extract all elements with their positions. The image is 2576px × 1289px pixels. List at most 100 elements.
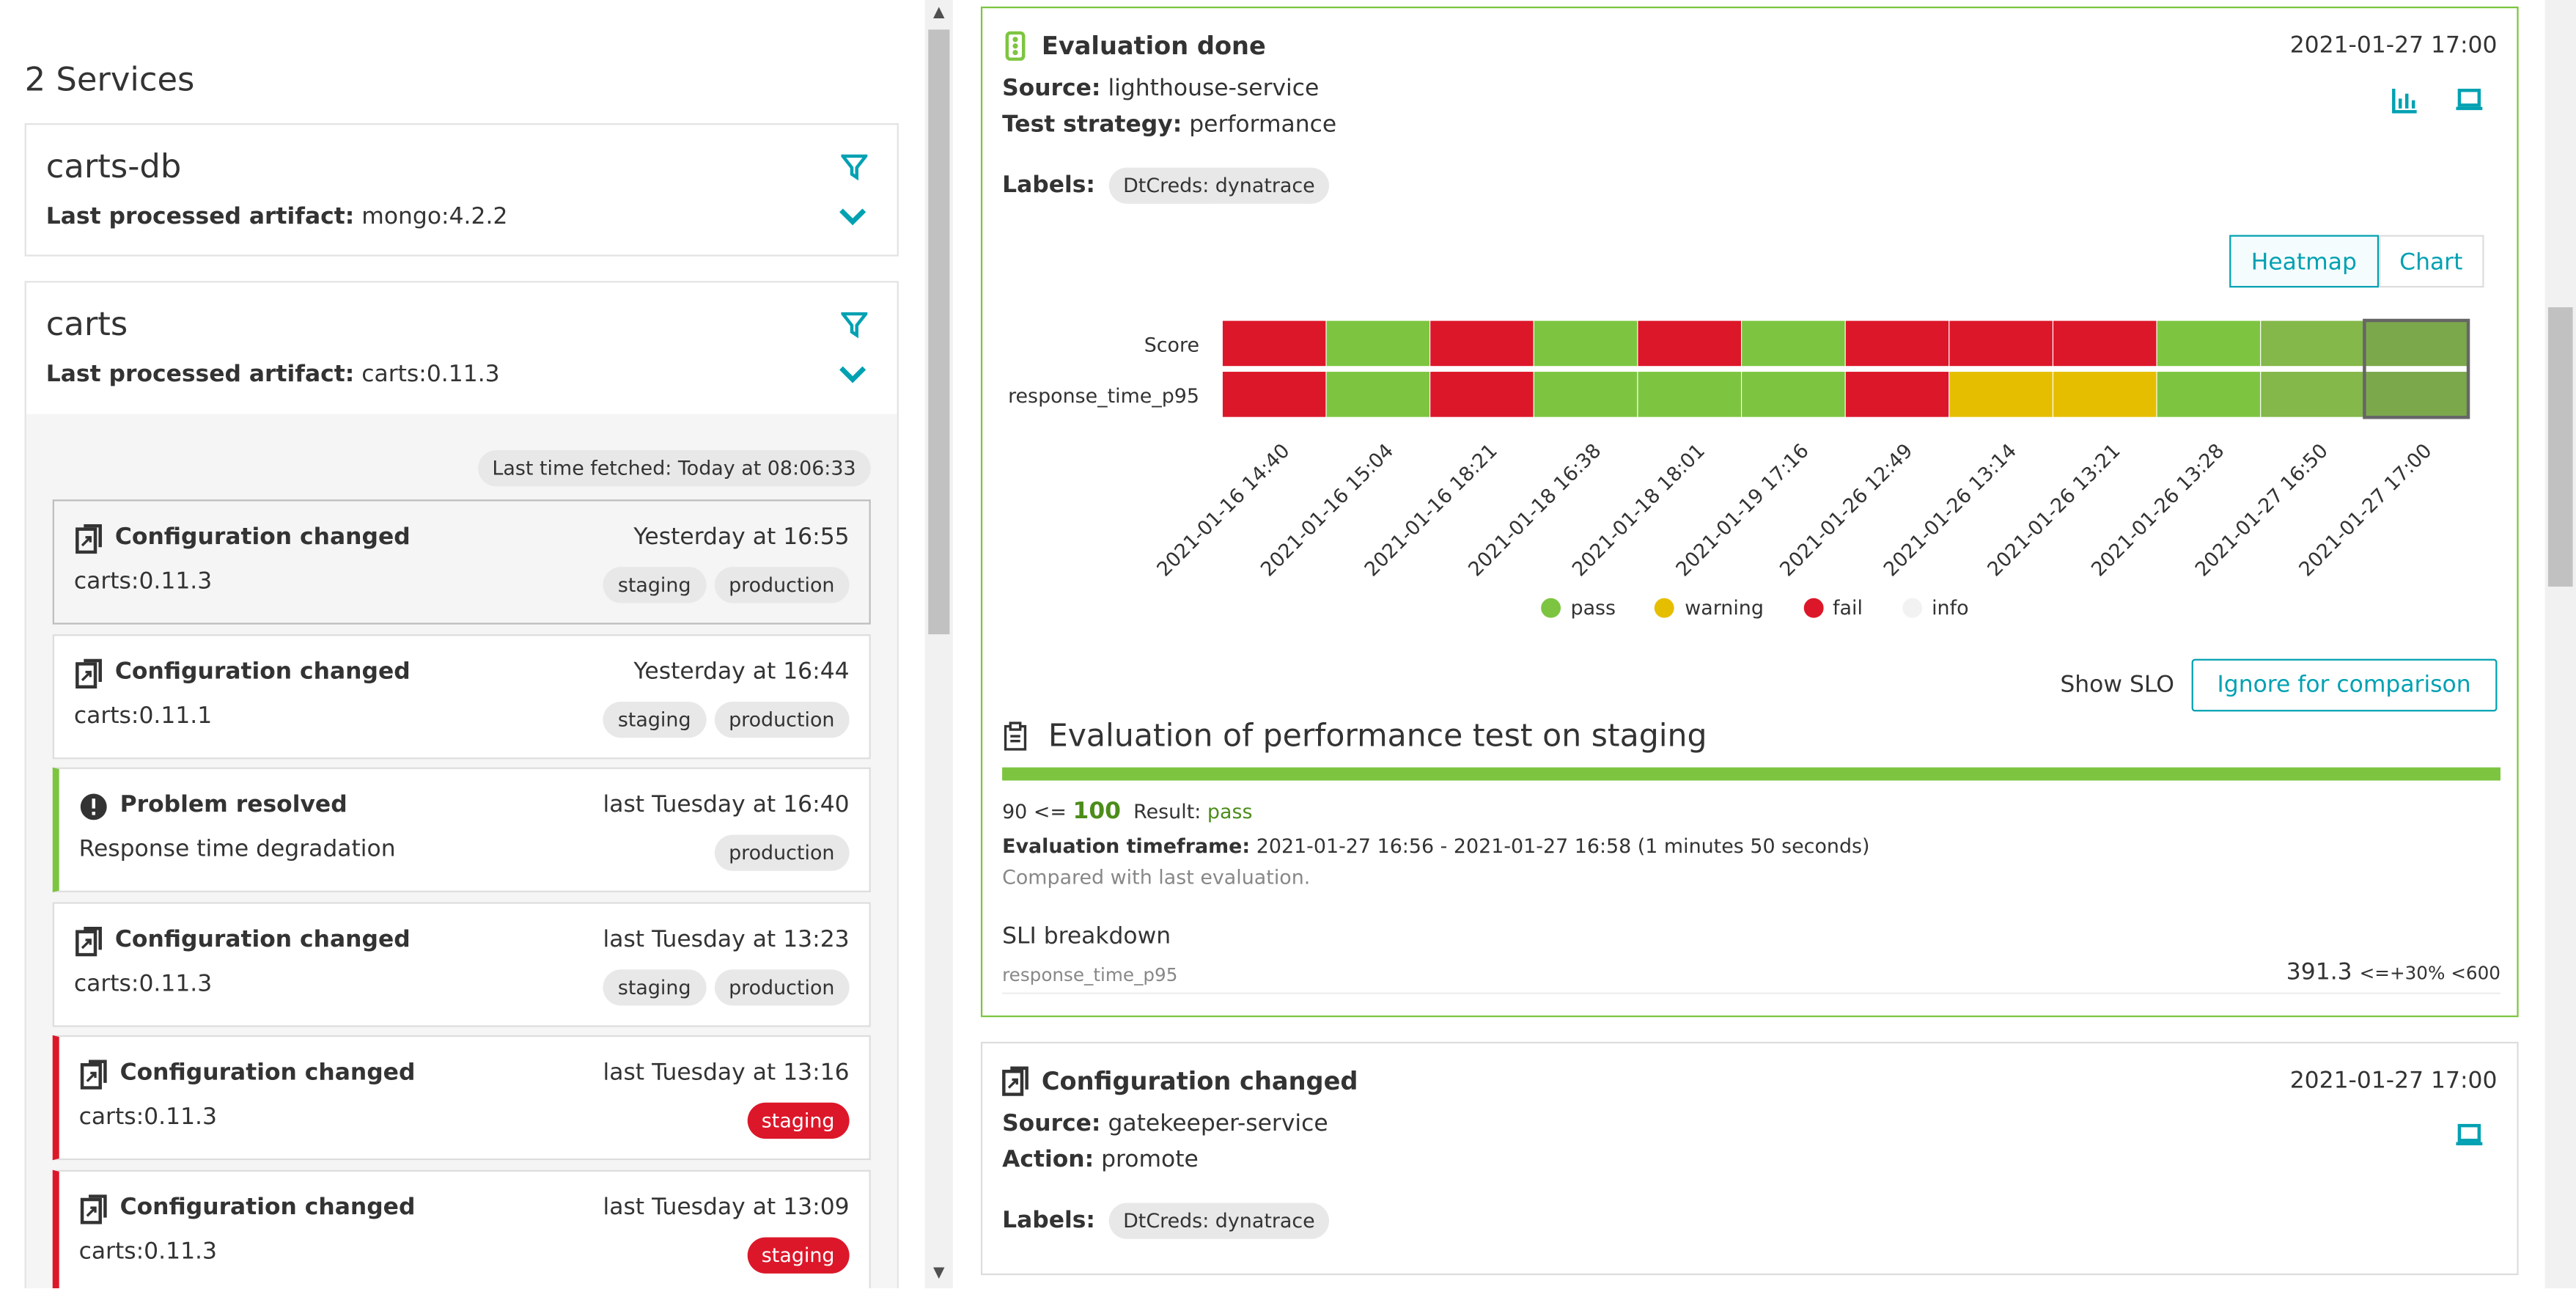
left-scrollbar[interactable]: ▲ ▼ bbox=[924, 0, 953, 1289]
heatmap-cell[interactable] bbox=[1637, 320, 1743, 367]
heatmap-cell[interactable] bbox=[2156, 320, 2262, 367]
right-scrollbar[interactable] bbox=[2544, 0, 2576, 1289]
heatmap-legend: pass warning fail info bbox=[1541, 597, 1969, 620]
scroll-thumb[interactable] bbox=[2547, 307, 2573, 587]
heatmap-cell[interactable] bbox=[1948, 370, 2054, 418]
laptop-icon[interactable] bbox=[2454, 1123, 2484, 1149]
heatmap-cell[interactable] bbox=[1844, 370, 1950, 418]
event-time: last Tuesday at 13:16 bbox=[603, 1060, 850, 1087]
filter-icon[interactable] bbox=[841, 312, 868, 339]
heatmap-cell[interactable] bbox=[1533, 370, 1638, 418]
legend-dot bbox=[1902, 598, 1922, 618]
heatmap-toggle-button[interactable]: Heatmap bbox=[2229, 235, 2379, 288]
heatmap-cell[interactable] bbox=[1221, 320, 1327, 367]
stage-tag[interactable]: production bbox=[713, 567, 850, 603]
event-subtitle: carts:0.11.3 bbox=[78, 1104, 217, 1131]
laptop-icon[interactable] bbox=[2454, 87, 2484, 114]
card-title: Evaluation done bbox=[1041, 31, 1266, 61]
heatmap-cell[interactable] bbox=[2260, 370, 2365, 418]
heatmap-cell[interactable] bbox=[1429, 370, 1534, 418]
alert-icon bbox=[80, 793, 107, 820]
card-header: Configuration changed bbox=[1002, 1066, 1358, 1096]
stage-tag[interactable]: staging bbox=[603, 567, 706, 603]
heatmap-cell[interactable] bbox=[1533, 320, 1638, 367]
event-time: Yesterday at 16:44 bbox=[633, 658, 850, 686]
show-slo-link[interactable]: Show SLO bbox=[2060, 672, 2174, 699]
bar-chart-icon[interactable] bbox=[2392, 87, 2418, 114]
event-item[interactable]: Configuration changed Yesterday at 16:44 c… bbox=[52, 634, 871, 760]
source-row: Source: lighthouse-service bbox=[1002, 76, 1320, 102]
heatmap-cell[interactable] bbox=[1637, 370, 1743, 418]
chart-toggle-button[interactable]: Chart bbox=[2378, 235, 2484, 288]
label-pill: DtCreds: dynatrace bbox=[1108, 1202, 1330, 1239]
heatmap-cell[interactable] bbox=[2363, 320, 2469, 367]
card-header: Evaluation done bbox=[1002, 32, 1266, 61]
event-item[interactable]: Configuration changed last Tuesday at 13:… bbox=[52, 1169, 871, 1289]
event-item[interactable]: Configuration changed last Tuesday at 13:… bbox=[52, 902, 871, 1027]
config-changed-icon bbox=[76, 524, 102, 554]
heatmap-cell[interactable] bbox=[1741, 320, 1846, 367]
heatmap-cell[interactable] bbox=[2363, 370, 2469, 418]
heatmap-cell[interactable] bbox=[1948, 320, 2054, 367]
service-card-carts-db[interactable]: carts-db Last processed artifact: mongo:… bbox=[24, 123, 899, 257]
event-title: Problem resolved bbox=[119, 792, 347, 819]
event-item[interactable]: Problem resolved last Tuesday at 16:40 Res… bbox=[52, 767, 871, 892]
heatmap-cell[interactable] bbox=[2052, 320, 2157, 367]
sli-name: response_time_p95 bbox=[1002, 964, 1178, 986]
scroll-down-arrow[interactable]: ▼ bbox=[933, 1265, 945, 1282]
source-row: Source: gatekeeper-service bbox=[1002, 1110, 1328, 1137]
stage-tag[interactable]: staging bbox=[746, 1237, 850, 1274]
event-item[interactable]: Configuration changed Yesterday at 16:55 c… bbox=[52, 499, 871, 625]
heatmap-cell[interactable] bbox=[2156, 370, 2262, 418]
stage-tag[interactable]: production bbox=[713, 701, 850, 738]
compared-text: Compared with last evaluation. bbox=[1002, 866, 1311, 889]
stage-tag[interactable]: staging bbox=[603, 701, 706, 738]
event-tags: staging bbox=[746, 1102, 850, 1139]
configuration-card: Configuration changed 2021-01-27 17:00 S… bbox=[980, 1041, 2519, 1276]
sli-row[interactable]: response_time_p95 391.3 <=+30% <600 bbox=[1002, 960, 2500, 994]
scroll-up-arrow[interactable]: ▲ bbox=[933, 4, 945, 22]
event-subtitle: carts:0.11.3 bbox=[73, 971, 213, 998]
heatmap-cell[interactable] bbox=[1844, 320, 1950, 367]
clipboard-icon bbox=[1004, 721, 1027, 751]
card-date: 2021-01-27 17:00 bbox=[2289, 32, 2498, 59]
legend-item-fail[interactable]: fail bbox=[1803, 597, 1863, 620]
filter-icon[interactable] bbox=[841, 154, 868, 181]
stage-tag[interactable]: staging bbox=[603, 969, 706, 1006]
heatmap-cell[interactable] bbox=[2052, 370, 2157, 418]
service-artifact: Last processed artifact: carts:0.11.3 bbox=[45, 361, 500, 388]
score-bar bbox=[1002, 767, 2500, 781]
selected-column-outline bbox=[2363, 318, 2470, 419]
event-item[interactable]: Configuration changed last Tuesday at 13:… bbox=[52, 1035, 871, 1161]
config-changed-icon bbox=[76, 658, 102, 689]
legend-item-info[interactable]: info bbox=[1902, 597, 1969, 620]
event-subtitle: carts:0.11.3 bbox=[78, 1238, 217, 1266]
event-time: last Tuesday at 13:23 bbox=[603, 926, 850, 953]
services-title: 2 Services bbox=[24, 59, 195, 99]
heatmap-cell[interactable] bbox=[1221, 370, 1327, 418]
heatmap-cell[interactable] bbox=[1325, 370, 1431, 418]
event-time: Yesterday at 16:55 bbox=[633, 524, 850, 551]
last-fetched-badge: Last time fetched: Today at 08:06:33 bbox=[477, 450, 871, 487]
legend-item-warning[interactable]: warning bbox=[1655, 597, 1764, 620]
ignore-for-comparison-button[interactable]: Ignore for comparison bbox=[2190, 658, 2498, 712]
stage-tag[interactable]: staging bbox=[746, 1102, 850, 1139]
heatmap-cell[interactable] bbox=[1429, 320, 1534, 367]
evaluation-title: Evaluation of performance test on stagin… bbox=[1002, 718, 1707, 754]
chevron-down-icon[interactable] bbox=[838, 207, 867, 227]
heatmap-cell[interactable] bbox=[1325, 320, 1431, 367]
legend-item-pass[interactable]: pass bbox=[1541, 597, 1616, 620]
heatmap-cell[interactable] bbox=[2260, 320, 2365, 367]
event-tags: staging production bbox=[603, 567, 850, 603]
chevron-down-icon[interactable] bbox=[838, 365, 867, 385]
labels-row: Labels: DtCreds: dynatrace bbox=[1002, 1202, 1330, 1239]
row-label: response_time_p95 bbox=[1008, 385, 1199, 408]
stage-tag[interactable]: production bbox=[713, 834, 850, 871]
scroll-thumb[interactable] bbox=[928, 29, 950, 635]
stage-tag[interactable]: production bbox=[713, 969, 850, 1006]
event-subtitle: carts:0.11.3 bbox=[73, 568, 213, 595]
heatmap-cell[interactable] bbox=[1741, 370, 1846, 418]
view-toggle: Heatmap Chart bbox=[2229, 235, 2484, 288]
traffic-light-icon bbox=[1005, 31, 1026, 61]
event-title: Configuration changed bbox=[119, 1194, 416, 1222]
